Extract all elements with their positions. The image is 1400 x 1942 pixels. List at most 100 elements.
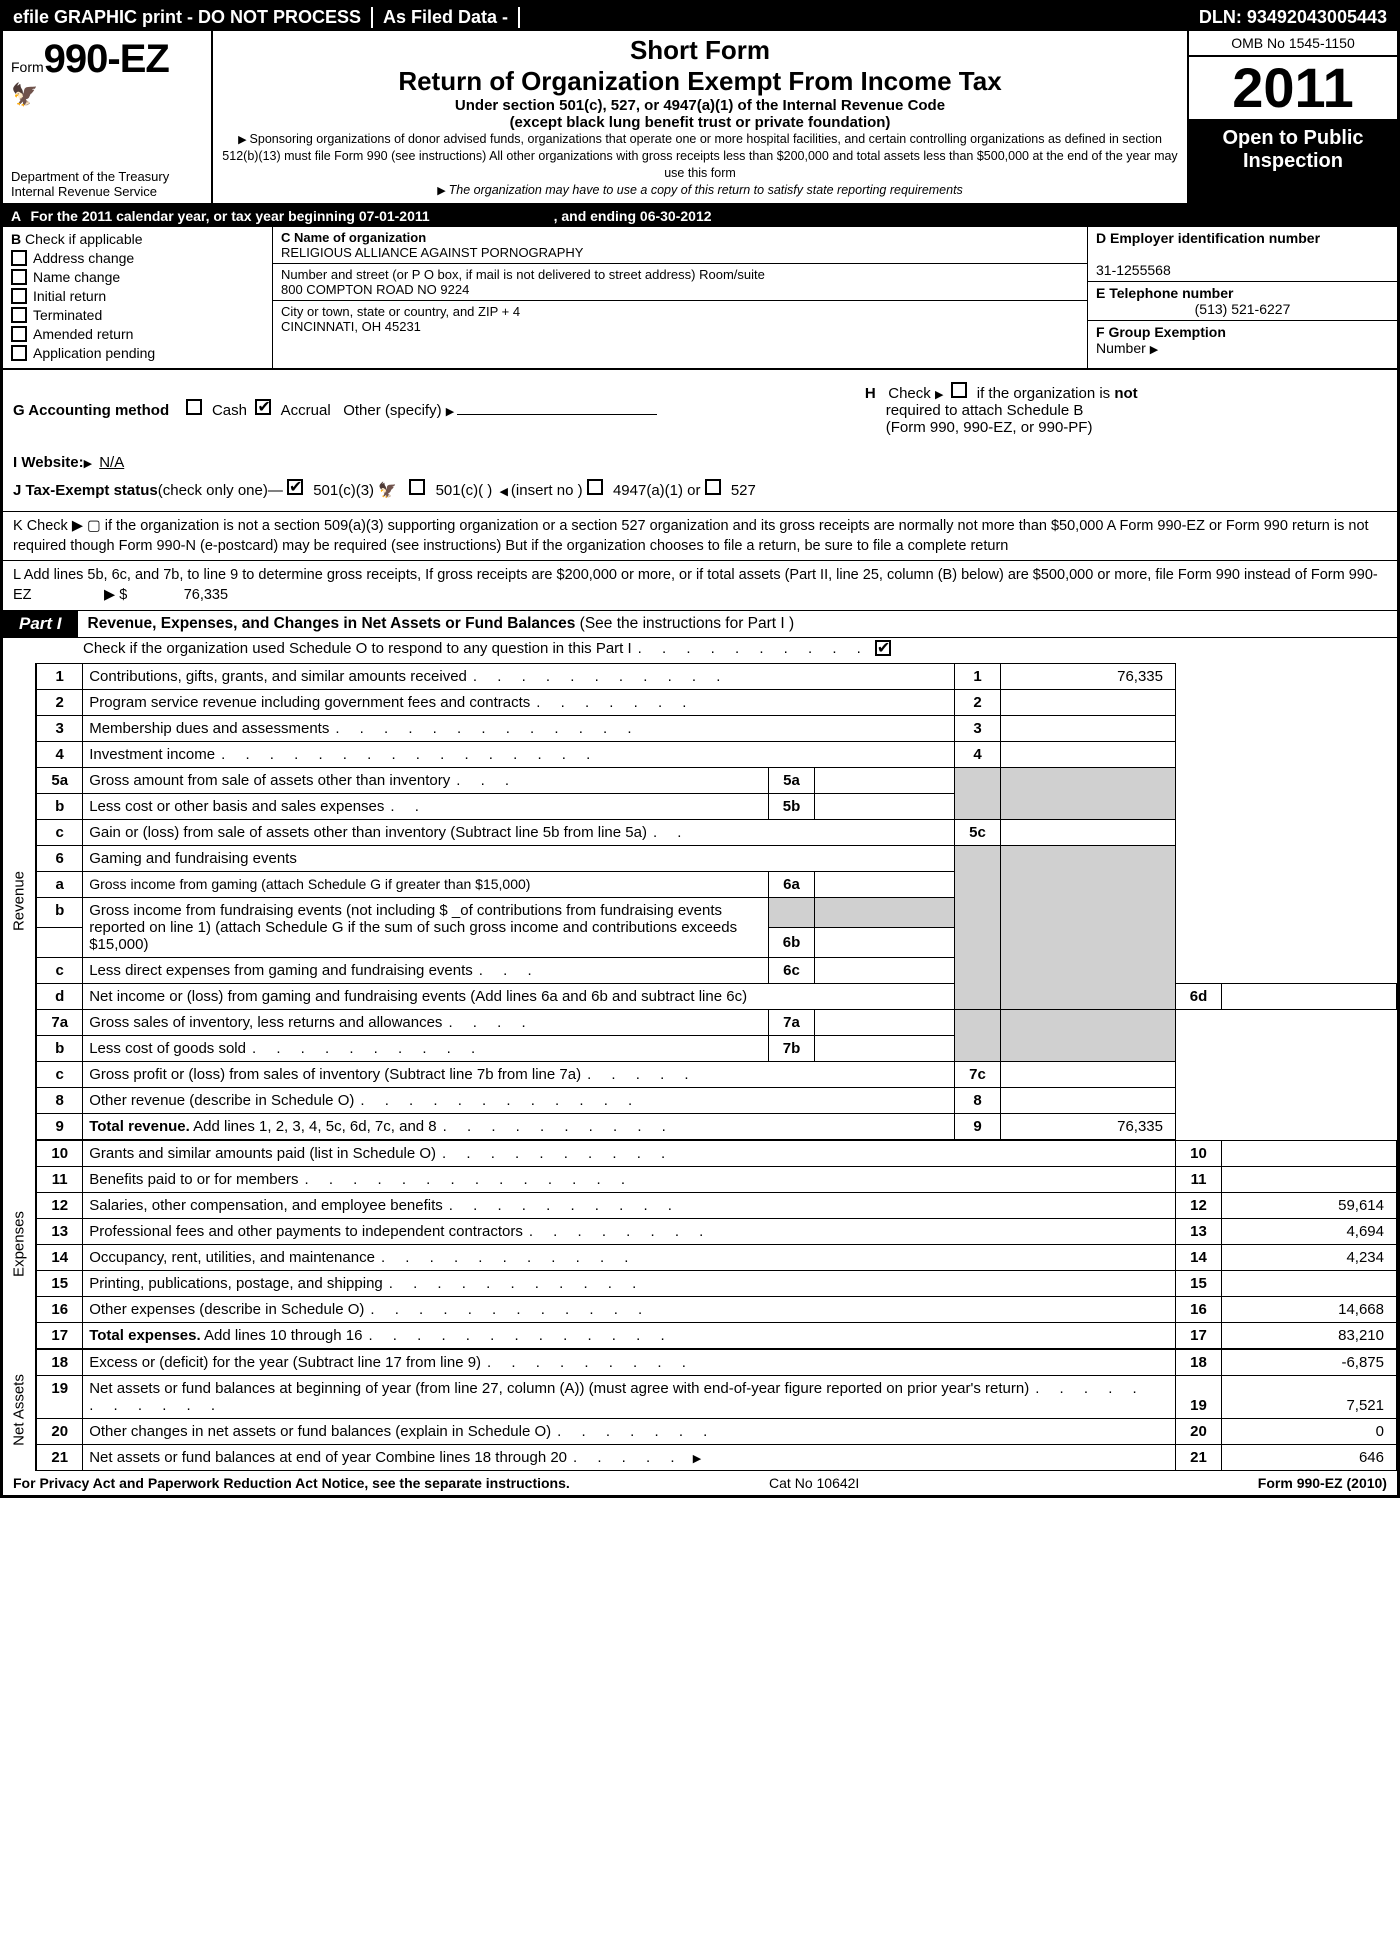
part1-tab: Part I [3,611,78,637]
side-exp-label: Expenses [11,1211,28,1277]
line-15: 15Printing, publications, postage, and s… [37,1270,1397,1296]
chk-address-change[interactable]: Address change [11,250,264,266]
checkbox-icon [11,288,27,304]
ein-label: D Employer identification number [1096,230,1320,246]
chk-schedule-o[interactable] [875,640,891,656]
org-name-block: C Name of organization RELIGIOUS ALLIANC… [273,227,1087,264]
under-section: Under section 501(c), 527, or 4947(a)(1)… [221,97,1179,114]
chk-label: Amended return [33,326,133,342]
other-line[interactable] [457,414,657,415]
line-13: 13Professional fees and other payments t… [37,1218,1397,1244]
left-arrow-icon [496,482,510,499]
line-4: 4Investment income. . . . . . . . . . . … [37,741,1397,767]
l-amount: 76,335 [184,587,228,603]
b-label: B [11,231,21,247]
i-label: I Website: [13,454,84,471]
chk-501c3[interactable] [287,479,303,495]
k-block: K Check ▶ ▢ if the organization is not a… [3,512,1397,562]
g-label: G Accounting method [13,402,169,419]
chk-accrual[interactable] [255,399,271,415]
chk-label: Name change [33,269,120,285]
netassets-section: Net Assets 18Excess or (deficit) for the… [3,1349,1397,1471]
tel-block: E Telephone number (513) 521-6227 [1088,282,1397,321]
line-6: 6Gaming and fundraising events [37,845,1397,871]
asfiled-label: As Filed Data - [373,7,520,28]
chk-terminated[interactable]: Terminated [11,307,264,323]
line-5b: bLess cost or other basis and sales expe… [37,793,1397,819]
section-bcd: B Check if applicable Address change Nam… [3,227,1397,370]
except-text: (except black lung benefit trust or priv… [221,114,1179,131]
city-value: CINCINNATI, OH 45231 [281,319,421,334]
irs-eagle-icon: 🦅 [11,82,203,108]
part1-check-text: Check if the organization used Schedule … [83,640,632,657]
chk-h[interactable] [951,382,967,398]
h-line: H Check if the organization is not requi… [865,382,1387,436]
org-name-label: C Name of organization [281,230,426,245]
chk-name-change[interactable]: Name change [11,269,264,285]
form-no: 990-EZ [44,37,169,81]
arrow-icon [84,454,95,471]
checkbox-icon [11,326,27,342]
sponsor-text: Sponsoring organizations of donor advise… [221,131,1179,182]
line-10: 10Grants and similar amounts paid (list … [37,1140,1397,1166]
b-header: B Check if applicable [11,231,264,247]
copy-body: The organization may have to use a copy … [449,183,963,197]
l-block: L Add lines 5b, 6c, and 7b, to line 9 to… [3,561,1397,611]
street-label: Number and street (or P O box, if mail i… [281,267,765,282]
website-value: N/A [99,454,124,471]
footer-right: Form 990-EZ (2010) [1258,1475,1387,1491]
line-3: 3Membership dues and assessments. . . . … [37,715,1397,741]
line-6c: cLess direct expenses from gaming and fu… [37,957,1397,983]
line-num: 1 [37,663,83,689]
l-arrow: ▶ $ [104,587,127,603]
col-d: D Employer identification number 31-1255… [1087,227,1397,368]
ein-block: D Employer identification number 31-1255… [1088,227,1397,282]
chk-cash[interactable] [186,399,202,415]
netassets-table: 18Excess or (deficit) for the year (Subt… [36,1349,1397,1471]
other-label: Other (specify) [343,402,441,419]
line-7a: 7aGross sales of inventory, less returns… [37,1009,1397,1035]
form-prefix: Form [11,59,44,75]
page-footer: For Privacy Act and Paperwork Reduction … [3,1471,1397,1495]
line-1: 1Contributions, gifts, grants, and simil… [37,663,1397,689]
line-5c: cGain or (loss) from sale of assets othe… [37,819,1397,845]
side-expenses: Expenses [3,1140,36,1349]
chk-4947[interactable] [587,479,603,495]
line-text: Contributions, gifts, grants, and simila… [83,663,955,689]
chk-label: Terminated [33,307,102,323]
part1-see: (See the instructions for Part I ) [580,615,795,632]
line-8: 8Other revenue (describe in Schedule O).… [37,1087,1397,1113]
checkbox-icon [11,307,27,323]
line-a-ending: , and ending 06-30-2012 [554,208,712,224]
city-block: City or town, state or country, and ZIP … [273,301,1087,368]
line-2: 2Program service revenue including gover… [37,689,1397,715]
dept-labels: Department of the Treasury Internal Reve… [11,169,169,199]
g-line: G Accounting method Cash Accrual Other (… [13,399,865,419]
part1-bar: Part I Revenue, Expenses, and Changes in… [3,611,1397,638]
ghij-block: G Accounting method Cash Accrual Other (… [3,370,1397,512]
line-a: A For the 2011 calendar year, or tax yea… [3,205,1397,227]
line-5a: 5aGross amount from sale of assets other… [37,767,1397,793]
chk-initial-return[interactable]: Initial return [11,288,264,304]
i-line: I Website: N/A [13,454,1387,471]
tax-year: 2011 [1189,57,1397,121]
col-b: B Check if applicable Address change Nam… [3,227,273,368]
chk-label: Application pending [33,345,155,361]
chk-app-pending[interactable]: Application pending [11,345,264,361]
sponsor-body: Sponsoring organizations of donor advise… [222,132,1177,180]
grp-label: F Group Exemption [1096,324,1226,340]
j-label: J Tax-Exempt status [13,482,158,499]
j-line: J Tax-Exempt status(check only one)— 501… [13,479,1387,499]
line-6b: bGross income from fundraising events (n… [37,897,1397,927]
tel-label: E Telephone number [1096,285,1233,301]
chk-label: Initial return [33,288,106,304]
line-11: 11Benefits paid to or for members. . . .… [37,1166,1397,1192]
copy-text: The organization may have to use a copy … [221,182,1179,199]
chk-501c[interactable] [409,479,425,495]
line-21: 21Net assets or fund balances at end of … [37,1444,1397,1470]
chk-amended[interactable]: Amended return [11,326,264,342]
checkbox-icon [11,345,27,361]
grp-label2: Number [1096,340,1146,356]
chk-label: Address change [33,250,134,266]
chk-527[interactable] [705,479,721,495]
